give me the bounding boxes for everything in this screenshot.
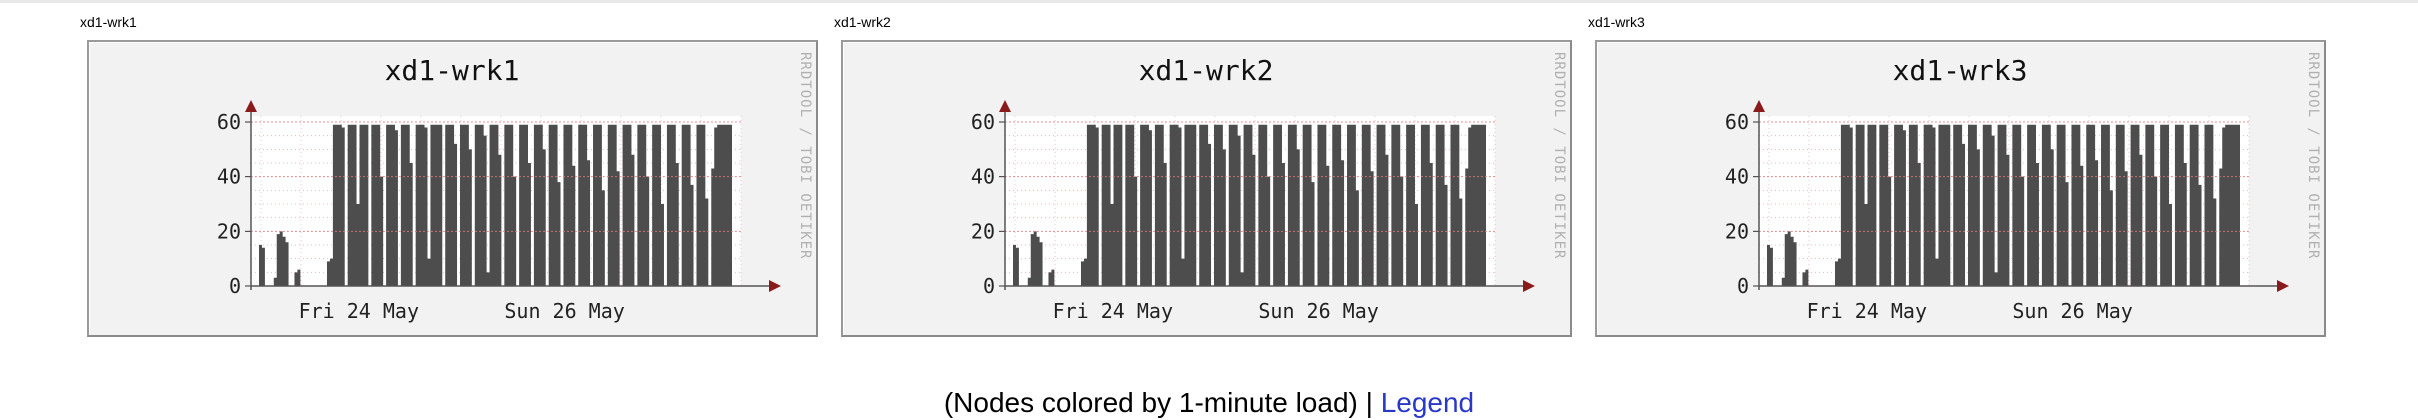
y-tick-label: 40 xyxy=(217,165,241,189)
y-tick-label: 0 xyxy=(229,274,241,298)
y-tick-label: 0 xyxy=(1737,274,1749,298)
footer-text: (Nodes colored by 1-minute load) | xyxy=(943,387,1381,418)
y-tick-label: 60 xyxy=(217,110,241,134)
x-tick-label: Sun 26 May xyxy=(1258,299,1378,323)
x-tick-label: Fri 24 May xyxy=(1807,299,1927,323)
chart-title: xd1-wrk1 xyxy=(385,54,520,87)
y-tick-label: 0 xyxy=(983,274,995,298)
x-tick-label: Sun 26 May xyxy=(504,299,624,323)
x-tick-label: Fri 24 May xyxy=(1053,299,1173,323)
x-axis-arrow xyxy=(1523,280,1535,292)
footer-legend-line: (Nodes colored by 1-minute load) | Legen… xyxy=(0,386,2418,420)
panel-label: xd1-wrk1 xyxy=(80,14,137,30)
x-tick-label: Fri 24 May xyxy=(299,299,419,323)
y-tick-label: 20 xyxy=(1725,219,1749,243)
y-tick-label: 20 xyxy=(971,219,995,243)
y-tick-label: 60 xyxy=(971,110,995,134)
y-axis-arrow xyxy=(999,100,1011,112)
y-tick-label: 40 xyxy=(971,165,995,189)
panel-label: xd1-wrk2 xyxy=(834,14,891,30)
y-tick-label: 60 xyxy=(1725,110,1749,134)
load-area-series xyxy=(1767,124,2240,286)
legend-link[interactable]: Legend xyxy=(1380,387,1475,418)
y-tick-label: 20 xyxy=(217,219,241,243)
load-chart: 0 20 40 60 Fri 24 May Sun 26 May xd1-wrk1 RRDTO… xyxy=(217,52,813,323)
load-area-series xyxy=(1013,124,1486,286)
panel-wrk1: xd1-wrk1 0 20 40 60 Fri 24 May Sun 26 May xd1-… xyxy=(80,14,820,344)
y-tick-label: 40 xyxy=(1725,165,1749,189)
rrdtool-watermark: RRDTOOL / TOBI OETIKER xyxy=(1551,52,1567,259)
load-area-series xyxy=(259,124,732,286)
rrdtool-watermark: RRDTOOL / TOBI OETIKER xyxy=(797,52,813,259)
load-graph-wrk2[interactable]: 0 20 40 60 Fri 24 May Sun 26 May xd1-wrk2 RRDTO… xyxy=(841,40,1572,337)
x-axis-arrow xyxy=(2277,280,2289,292)
panel-wrk3: xd1-wrk3 0 20 40 60 Fri 24 May Sun 26 May xd1-… xyxy=(1588,14,2328,344)
load-graph-wrk3[interactable]: 0 20 40 60 Fri 24 May Sun 26 May xd1-wrk3 RRDTO… xyxy=(1595,40,2326,337)
chart-title: xd1-wrk2 xyxy=(1139,54,1274,87)
y-axis-arrow xyxy=(1753,100,1765,112)
panel-wrk2: xd1-wrk2 0 20 40 60 Fri 24 May Sun 26 May xd1-… xyxy=(834,14,1574,344)
chart-title: xd1-wrk3 xyxy=(1893,54,2028,87)
rrdtool-watermark: RRDTOOL / TOBI OETIKER xyxy=(2305,52,2321,259)
panel-label: xd1-wrk3 xyxy=(1588,14,1645,30)
x-tick-label: Sun 26 May xyxy=(2012,299,2132,323)
x-axis-arrow xyxy=(769,280,781,292)
load-chart: 0 20 40 60 Fri 24 May Sun 26 May xd1-wrk3 RRDTO… xyxy=(1725,52,2321,323)
y-axis-arrow xyxy=(245,100,257,112)
load-chart: 0 20 40 60 Fri 24 May Sun 26 May xd1-wrk2 RRDTO… xyxy=(971,52,1567,323)
load-graph-wrk1[interactable]: 0 20 40 60 Fri 24 May Sun 26 May xd1-wrk1 RRDTO… xyxy=(87,40,818,337)
top-divider xyxy=(0,0,2418,3)
